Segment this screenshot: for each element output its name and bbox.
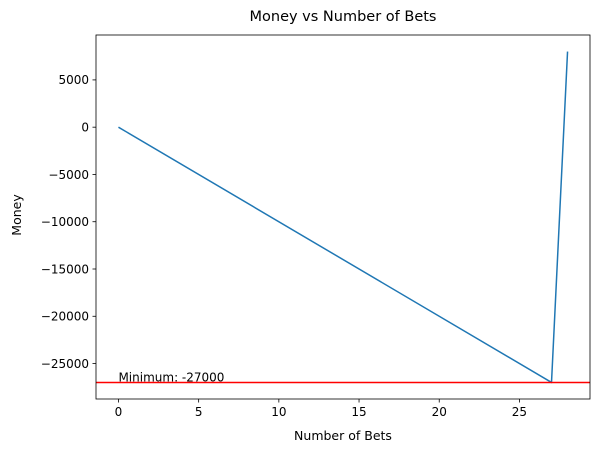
y-tick-label: −5000 bbox=[48, 168, 89, 182]
y-axis-label: Money bbox=[9, 194, 24, 236]
y-tick-label: 0 bbox=[81, 120, 89, 134]
x-tick-label: 0 bbox=[115, 405, 123, 419]
y-tick-label: −25000 bbox=[41, 357, 89, 371]
x-tick-label: 10 bbox=[271, 405, 286, 419]
x-tick-label: 15 bbox=[351, 405, 366, 419]
y-tick-label: −15000 bbox=[41, 262, 89, 276]
chart-title: Money vs Number of Bets bbox=[250, 9, 437, 25]
x-tick-label: 20 bbox=[432, 405, 447, 419]
axes-frame bbox=[95, 34, 591, 400]
plot-area: Minimum: -27000 0 5 10 15 20 25 5000 0 −5000 −1000… bbox=[41, 34, 591, 419]
x-tick-label: 25 bbox=[512, 405, 527, 419]
y-tick-label: −20000 bbox=[41, 310, 89, 324]
minimum-annotation: Minimum: -27000 bbox=[118, 370, 224, 384]
x-tick-label: 5 bbox=[195, 405, 203, 419]
y-tick-label: 5000 bbox=[58, 73, 89, 87]
x-axis-label: Number of Bets bbox=[294, 428, 392, 443]
y-tick-label: −10000 bbox=[41, 215, 89, 229]
